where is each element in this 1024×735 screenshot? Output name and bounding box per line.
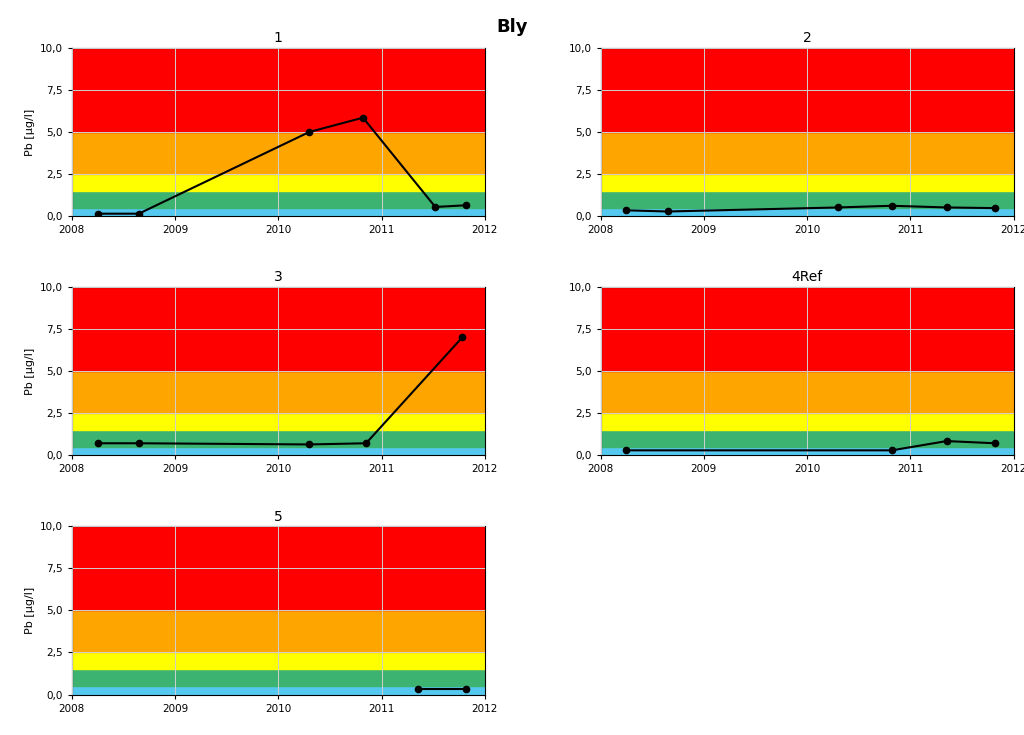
Bar bbox=[600, 371, 1014, 413]
Bar bbox=[72, 413, 485, 430]
Bar bbox=[72, 686, 485, 695]
Bar bbox=[72, 191, 485, 208]
Title: 3: 3 bbox=[273, 270, 283, 284]
Bar bbox=[600, 287, 1014, 371]
Bar bbox=[600, 174, 1014, 191]
Y-axis label: Pb [µg/l]: Pb [µg/l] bbox=[26, 348, 36, 395]
Bar bbox=[72, 526, 485, 610]
Title: 2: 2 bbox=[803, 31, 812, 46]
Bar bbox=[600, 430, 1014, 447]
Title: 4Ref: 4Ref bbox=[792, 270, 823, 284]
Title: 5: 5 bbox=[273, 509, 283, 523]
Bar bbox=[72, 430, 485, 447]
Bar bbox=[72, 287, 485, 371]
Y-axis label: Pb [µg/l]: Pb [µg/l] bbox=[26, 108, 36, 156]
Bar bbox=[72, 208, 485, 216]
Y-axis label: Pb [µg/l]: Pb [µg/l] bbox=[26, 587, 36, 634]
Bar bbox=[72, 174, 485, 191]
Title: 1: 1 bbox=[273, 31, 283, 46]
Bar bbox=[600, 132, 1014, 174]
Bar bbox=[600, 413, 1014, 430]
Text: Bly: Bly bbox=[497, 18, 527, 36]
Bar bbox=[72, 447, 485, 456]
Bar bbox=[600, 447, 1014, 456]
Bar bbox=[72, 653, 485, 670]
Bar bbox=[72, 48, 485, 132]
Bar bbox=[600, 191, 1014, 208]
Bar bbox=[72, 132, 485, 174]
Bar bbox=[600, 208, 1014, 216]
Bar bbox=[72, 670, 485, 686]
Bar bbox=[72, 610, 485, 653]
Bar bbox=[72, 371, 485, 413]
Bar bbox=[600, 48, 1014, 132]
